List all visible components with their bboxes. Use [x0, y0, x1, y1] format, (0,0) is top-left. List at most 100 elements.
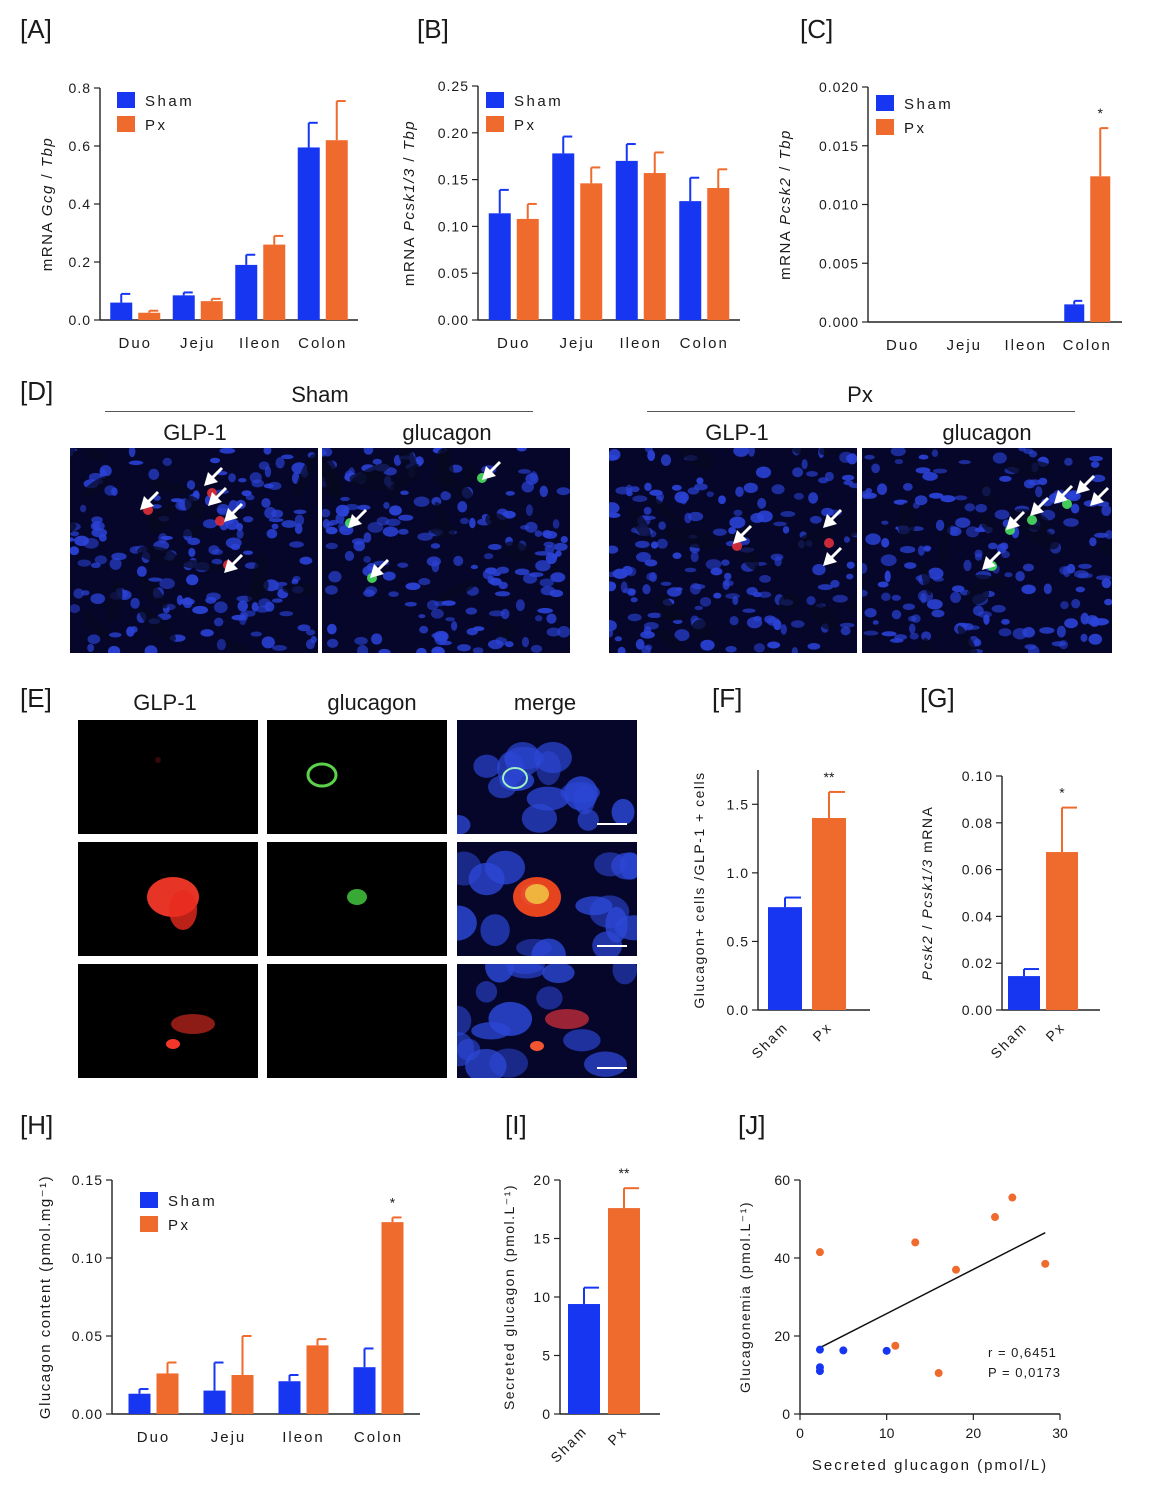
panel-label-f: [F] — [712, 683, 743, 713]
e-row2-glp1-image — [78, 842, 258, 956]
x-tick-label: Sham — [748, 1019, 791, 1062]
e-row3-glucagon-image — [267, 964, 447, 1078]
bar-px — [608, 1208, 640, 1414]
y-tick-label: 20 — [533, 1172, 551, 1188]
d-sham-glucagon-image — [322, 448, 570, 653]
x-tick-label: Colon — [298, 335, 347, 352]
panel-label-a: [A] — [20, 14, 52, 44]
x-tick-label: Jeju — [211, 1429, 247, 1446]
x-tick-label: 0 — [796, 1425, 804, 1441]
y-axis-label: Pcsk2 / Pcsk1/3 mRNA — [919, 806, 935, 981]
d-rule-px — [647, 411, 1075, 412]
bar-px-duo — [138, 312, 161, 320]
legend-label-px: Px — [168, 1217, 191, 1234]
y-tick-label: 0.4 — [69, 196, 91, 212]
arrow-marker — [823, 552, 837, 566]
x-tick-label: Jeju — [946, 337, 982, 354]
significance-marker: * — [1098, 105, 1104, 121]
point-px — [1008, 1193, 1017, 1202]
x-axis-label: Secreted glucagon (pmol/L) — [812, 1457, 1048, 1474]
d-sham-glucagon-heading: glucagon — [402, 420, 492, 445]
y-tick-label: 0 — [782, 1406, 790, 1422]
stat-r: r = 0,6451 — [988, 1345, 1057, 1360]
bar-sham-colon — [679, 201, 702, 320]
point-px — [991, 1213, 999, 1222]
y-tick-label: 0.00 — [962, 1002, 993, 1018]
bar-sham-duo — [110, 302, 133, 320]
e-row1-merge-image — [457, 720, 637, 834]
bar-sham-colon — [1064, 304, 1085, 322]
y-tick-label: 0.2 — [69, 254, 91, 270]
d-px-glucagon-heading: glucagon — [942, 420, 1032, 445]
x-tick-label: Ileon — [619, 335, 662, 352]
legend-swatch-sham — [117, 92, 135, 108]
arrow-marker — [1054, 490, 1068, 504]
e-row3-glp1-image — [78, 964, 258, 1078]
panel-label-e: [E] — [20, 683, 52, 713]
legend-label-px: Px — [514, 117, 537, 134]
bar-sham-jeju — [203, 1390, 226, 1414]
y-axis-label: mRNA Pcsk2 / Tbp — [777, 129, 794, 280]
y-tick-label: 0.02 — [962, 955, 993, 971]
x-tick-label: 10 — [879, 1425, 895, 1441]
x-tick-label: Duo — [497, 335, 531, 352]
point-px — [934, 1369, 943, 1378]
y-tick-label: 20 — [774, 1328, 790, 1344]
panel-label-d: [D] — [20, 376, 54, 406]
y-tick-label: 0.20 — [438, 125, 469, 141]
panel-label-g: [G] — [920, 683, 955, 713]
significance-marker: ** — [619, 1165, 630, 1181]
significance-marker: * — [1059, 785, 1065, 801]
point-sham — [815, 1367, 824, 1376]
bar-px-ileon — [306, 1345, 329, 1414]
y-axis-label: Secreted glucagon (pmol.L⁻¹) — [501, 1184, 517, 1410]
e-glp1-heading: GLP-1 — [133, 690, 197, 715]
d-px-glp1-image — [609, 448, 857, 653]
e-row2-merge-image — [457, 842, 637, 956]
y-axis-label: mRNA Gcg / Tbp — [39, 137, 56, 271]
y-tick-label: 0.15 — [438, 172, 469, 188]
chart-c: 0.000 0.005 0.010 0.015 0.020 mRNA Pcsk2 / Tb… — [777, 79, 1122, 354]
bar-sham-duo — [488, 213, 511, 320]
y-tick-label: 0.015 — [819, 138, 859, 154]
y-axis-label: Glucagonemia (pmol.L⁻¹) — [737, 1201, 753, 1393]
e-row1-glp1-image — [78, 720, 258, 834]
d-px-glp1-heading: GLP-1 — [705, 420, 769, 445]
legend-swatch-sham — [486, 92, 504, 108]
bar-sham-jeju — [172, 295, 195, 320]
d-px-glucagon-image — [862, 448, 1112, 653]
y-tick-label: 0 — [542, 1406, 551, 1422]
legend-swatch-sham — [876, 95, 894, 111]
point-px — [1041, 1259, 1050, 1268]
panel-label-j: [J] — [738, 1110, 766, 1140]
y-axis-label: Glucagon+ cells /GLP-1 + cells — [691, 771, 707, 1008]
bar-px-colon — [325, 140, 348, 320]
arrow-marker — [348, 514, 362, 528]
bar-px-jeju — [200, 301, 223, 320]
chart-a: 0.0 0.2 0.4 0.6 0.8 mRNA Gcg / Tbp Duo Jeju Ileo… — [39, 80, 358, 352]
x-tick-label: Ileon — [1004, 337, 1047, 354]
point-px — [891, 1341, 900, 1350]
arrow-marker — [224, 559, 238, 573]
x-tick-label: Sham — [547, 1423, 590, 1466]
y-tick-label: 0.005 — [819, 255, 859, 271]
y-tick-label: 0.0 — [727, 1002, 749, 1018]
bar-px-colon — [1090, 176, 1111, 322]
bar-sham — [568, 1304, 600, 1414]
chart-f: 0.0 0.5 1.0 1.5 Glucagon+ cells /GLP-1 + cel… — [691, 769, 870, 1062]
bar-px-ileon — [263, 244, 286, 320]
d-rule-sham — [105, 411, 533, 412]
arrow-marker — [733, 530, 747, 544]
arrow-marker — [370, 564, 384, 578]
x-tick-label: Colon — [1063, 337, 1112, 354]
arrow-marker — [482, 466, 496, 480]
legend-label-sham: Sham — [904, 96, 953, 113]
point-sham — [882, 1346, 891, 1355]
significance-marker: ** — [824, 769, 835, 785]
e-row3-merge-image — [457, 964, 637, 1078]
bar-px-jeju — [580, 183, 603, 320]
y-tick-label: 0.08 — [962, 815, 993, 831]
e-glucagon-heading: glucagon — [327, 690, 417, 715]
y-tick-label: 10 — [533, 1289, 551, 1305]
legend-swatch-px — [876, 119, 894, 135]
